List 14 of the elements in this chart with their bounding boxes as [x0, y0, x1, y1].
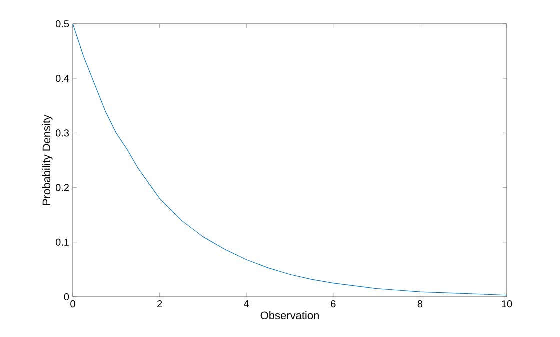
x-tick-label: 6: [331, 300, 336, 308]
x-tick-label: 8: [418, 300, 423, 308]
y-tick-label: 0: [64, 293, 70, 301]
y-tick-label: 0.5: [56, 20, 70, 28]
x-tick-label: 10: [502, 300, 512, 308]
x-axis-title: Observation: [260, 311, 319, 320]
x-tick-label: 2: [158, 300, 162, 308]
x-tick-label: 0: [70, 300, 76, 308]
x-tick-label: 4: [244, 300, 250, 308]
y-tick-label: 0.2: [56, 184, 69, 192]
y-tick-label: 0.3: [56, 130, 70, 137]
y-tick-label: 0.4: [56, 75, 70, 82]
y-axis-title: Probability Density: [42, 114, 53, 206]
y-tick-label: 0.1: [56, 238, 69, 246]
